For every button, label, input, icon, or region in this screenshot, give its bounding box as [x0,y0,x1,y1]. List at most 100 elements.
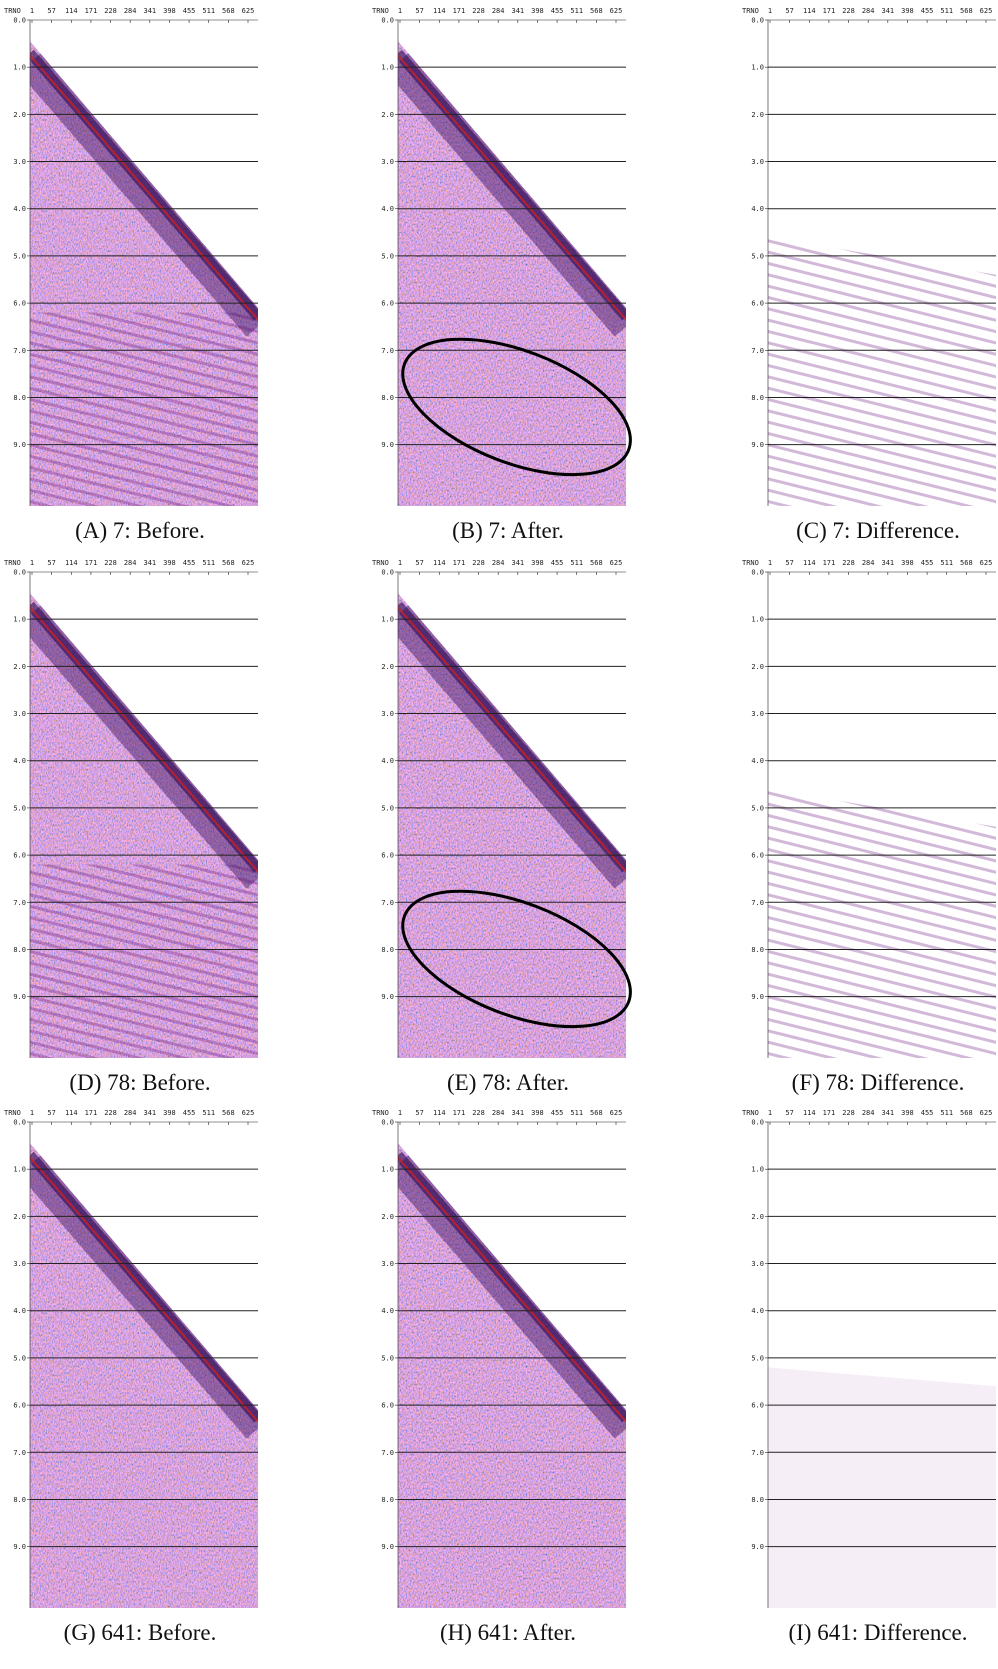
x-tick-label: 455 [551,1109,564,1117]
seismic-image [30,1122,258,1608]
y-tick-label: 8.0 [13,946,26,954]
x-tick-label: 1 [398,559,402,567]
x-tick-label: 398 [901,7,914,15]
x-tick-label: 625 [980,1109,993,1117]
x-tick-label: 455 [183,1109,196,1117]
y-tick-label: 3.0 [381,158,394,166]
caption: (H) 641: After. [440,1620,576,1645]
y-tick-label: 8.0 [381,394,394,402]
x-tick-label: 511 [940,559,953,567]
y-tick-label: 7.0 [13,1449,26,1457]
y-tick-label: 9.0 [751,993,764,1001]
y-tick-label: 8.0 [751,1496,764,1504]
trace-label: TRNO [372,1109,389,1117]
x-tick-label: 114 [433,559,446,567]
seismic-image [768,1122,996,1608]
y-tick-label: 0.0 [13,569,26,577]
x-tick-label: 1 [30,1109,34,1117]
x-tick-label: 171 [85,1109,98,1117]
y-tick-label: 3.0 [381,710,394,718]
y-tick-label: 2.0 [381,663,394,671]
y-tick-label: 6.0 [13,852,26,860]
y-tick-label: 3.0 [381,1260,394,1268]
caption: (B) 7: After. [452,518,564,543]
y-tick-label: 5.0 [13,1354,26,1362]
x-tick-label: 1 [768,7,772,15]
y-tick-label: 4.0 [751,757,764,765]
x-tick-label: 1 [30,7,34,15]
y-tick-label: 6.0 [381,1402,394,1410]
x-tick-label: 284 [862,1109,875,1117]
y-tick-label: 5.0 [13,252,26,260]
caption: (G) 641: Before. [64,1620,217,1645]
x-tick-label: 171 [453,1109,466,1117]
trace-label: TRNO [4,1109,21,1117]
x-tick-label: 625 [610,1109,623,1117]
x-tick-label: 114 [803,7,816,15]
y-tick-label: 6.0 [751,300,764,308]
y-tick-label: 5.0 [751,252,764,260]
x-tick-label: 625 [242,7,255,15]
x-tick-label: 455 [921,559,934,567]
y-tick-label: 7.0 [381,899,394,907]
y-tick-label: 4.0 [13,757,26,765]
y-tick-label: 2.0 [751,111,764,119]
y-tick-label: 0.0 [381,1119,394,1127]
y-tick-label: 9.0 [751,441,764,449]
x-tick-label: 1 [768,1109,772,1117]
y-tick-label: 7.0 [381,347,394,355]
x-tick-label: 398 [901,1109,914,1117]
y-tick-label: 9.0 [751,1543,764,1551]
y-tick-label: 3.0 [751,158,764,166]
y-tick-label: 9.0 [13,441,26,449]
y-tick-label: 4.0 [13,1307,26,1315]
y-tick-label: 8.0 [381,1496,394,1504]
y-tick-label: 7.0 [381,1449,394,1457]
x-tick-label: 228 [104,1109,117,1117]
y-tick-label: 2.0 [751,663,764,671]
y-tick-label: 1.0 [751,1166,764,1174]
y-tick-label: 2.0 [381,111,394,119]
y-tick-label: 9.0 [381,441,394,449]
x-tick-label: 398 [901,559,914,567]
y-tick-label: 2.0 [751,1213,764,1221]
y-tick-label: 4.0 [381,205,394,213]
x-tick-label: 341 [143,7,156,15]
x-tick-label: 341 [881,7,894,15]
y-tick-label: 9.0 [381,993,394,1001]
x-tick-label: 114 [65,1109,78,1117]
y-tick-label: 5.0 [381,804,394,812]
y-tick-label: 6.0 [13,1402,26,1410]
x-tick-label: 57 [785,7,793,15]
y-tick-label: 0.0 [751,1119,764,1127]
x-tick-label: 228 [842,559,855,567]
y-tick-label: 4.0 [751,205,764,213]
x-tick-label: 511 [202,559,215,567]
x-tick-label: 398 [163,1109,176,1117]
y-tick-label: 6.0 [13,300,26,308]
caption: (I) 641: Difference. [788,1620,967,1645]
x-tick-label: 57 [47,1109,55,1117]
x-tick-label: 228 [472,559,485,567]
x-tick-label: 398 [163,7,176,15]
x-tick-label: 511 [570,559,583,567]
caption: (F) 78: Difference. [792,1070,965,1095]
x-tick-label: 398 [531,559,544,567]
x-tick-label: 284 [492,1109,505,1117]
y-tick-label: 5.0 [381,252,394,260]
trace-label: TRNO [742,7,759,15]
y-tick-label: 9.0 [13,993,26,1001]
x-tick-label: 511 [202,7,215,15]
y-tick-label: 0.0 [381,17,394,25]
x-tick-label: 568 [590,7,603,15]
x-tick-label: 1 [768,559,772,567]
y-tick-label: 9.0 [381,1543,394,1551]
x-tick-label: 511 [940,1109,953,1117]
caption: (A) 7: Before. [75,518,205,543]
y-tick-label: 7.0 [13,899,26,907]
y-tick-label: 8.0 [751,394,764,402]
x-tick-label: 511 [202,1109,215,1117]
